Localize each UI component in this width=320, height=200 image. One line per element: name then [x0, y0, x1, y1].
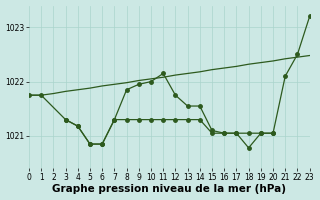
X-axis label: Graphe pression niveau de la mer (hPa): Graphe pression niveau de la mer (hPa): [52, 184, 286, 194]
